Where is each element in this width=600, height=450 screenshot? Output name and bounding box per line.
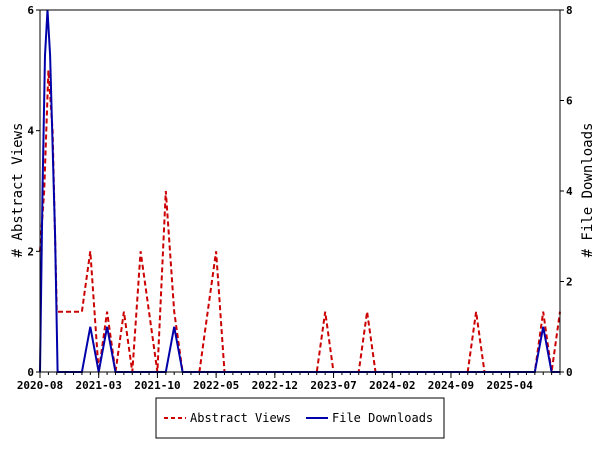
legend: Abstract Views File Downloads [155, 397, 445, 439]
x-tick-label: 2021-10 [134, 379, 180, 392]
y-right-tick-label: 4 [566, 185, 573, 198]
x-tick-label: 2023-07 [310, 379, 356, 392]
x-tick-label: 2021-03 [76, 379, 122, 392]
x-tick-label: 2022-05 [193, 379, 239, 392]
x-tick-label: 2025-04 [486, 379, 533, 392]
y-right-tick-label: 6 [566, 95, 573, 108]
x-tick-label: 2024-09 [428, 379, 474, 392]
y-right-tick-label: 2 [566, 276, 573, 289]
legend-abstract-label: Abstract Views [190, 411, 291, 425]
y-left-tick-label: 0 [27, 366, 34, 379]
x-tick-label: 2020-08 [17, 379, 63, 392]
x-tick-label: 2022-12 [252, 379, 298, 392]
y-right-tick-label: 0 [566, 366, 573, 379]
axes: 0 2 4 6 0 2 4 6 8 2020-08 2021-03 2021-10 2022-05 202… [17, 4, 573, 392]
y-axis-left-title: # Abstract Views [10, 123, 26, 258]
y-left-tick-label: 2 [27, 245, 34, 258]
y-left-tick-label: 4 [27, 125, 34, 138]
x-tick-label: 2024-02 [369, 379, 415, 392]
y-axis-right-title: # File Downloads [580, 123, 596, 258]
legend-box [155, 397, 445, 439]
y-left-tick-label: 6 [27, 4, 34, 17]
y-right-tick-label: 8 [566, 4, 573, 17]
legend-downloads-label: File Downloads [332, 411, 433, 425]
